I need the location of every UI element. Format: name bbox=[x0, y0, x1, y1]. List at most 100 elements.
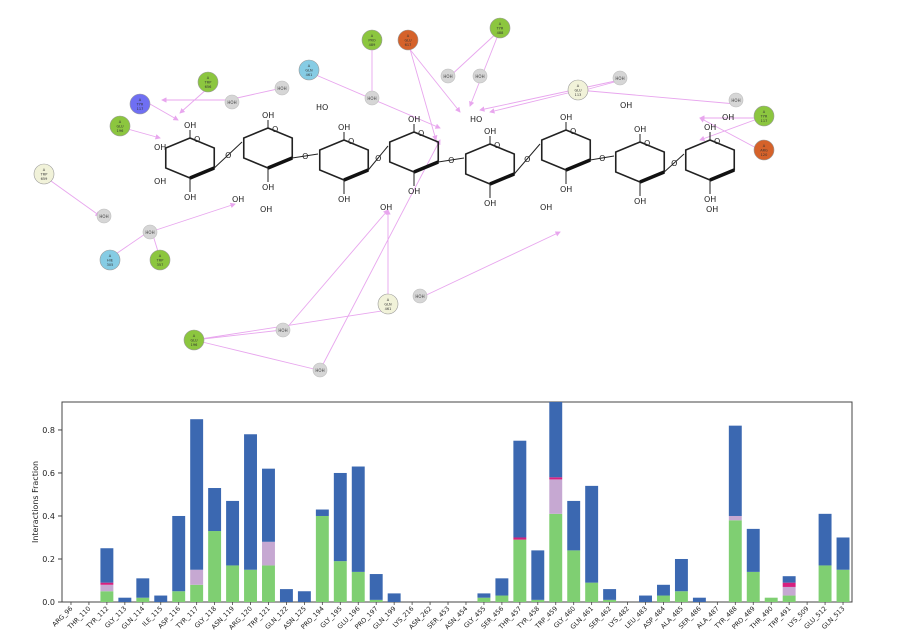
residue-name-label: GLU bbox=[404, 39, 411, 43]
residue-node bbox=[197, 71, 219, 93]
glycosidic-bond bbox=[513, 143, 541, 175]
bar-segment bbox=[190, 419, 204, 570]
hydroxyl-label: OH bbox=[560, 113, 572, 122]
residue-chain-label: A bbox=[499, 22, 502, 26]
residue-node bbox=[753, 105, 775, 127]
bar-segment bbox=[351, 571, 365, 602]
bar-segment bbox=[549, 477, 563, 480]
bar-segment bbox=[118, 597, 132, 602]
bar-segment bbox=[136, 578, 150, 598]
bar-segment bbox=[513, 537, 527, 540]
wedge-bond bbox=[489, 172, 515, 186]
bar-segment bbox=[513, 539, 527, 602]
hydroxyl-label: OH bbox=[262, 111, 274, 120]
wedge-bond bbox=[639, 170, 665, 184]
wedge-bond bbox=[413, 160, 439, 174]
residue-chain-label: A bbox=[763, 144, 766, 148]
residue-chain-label: A bbox=[577, 84, 580, 88]
y-tick-label: 0.2 bbox=[42, 555, 55, 564]
ring-oxygen-label: O bbox=[194, 135, 200, 144]
interaction-arrow bbox=[43, 175, 101, 217]
bar-segment bbox=[549, 479, 563, 514]
residue-name-label: GLU bbox=[190, 339, 197, 343]
bar-segment bbox=[100, 548, 114, 583]
glycosidic-oxygen-label: O bbox=[599, 154, 605, 163]
y-tick-label: 0.4 bbox=[42, 512, 55, 521]
residue-name-label: GLN bbox=[305, 69, 313, 73]
ring-oxygen-label: O bbox=[418, 129, 424, 138]
bar-segment bbox=[333, 472, 347, 562]
bar-segment bbox=[674, 558, 688, 592]
ligand-interaction-diagram: OOHOHOOOHOHOOOHOHOOOHOHOOOHOHOOOHOHOOOHO… bbox=[33, 17, 775, 378]
interaction-arrow bbox=[407, 41, 438, 141]
residue-number-label: 120 bbox=[761, 153, 768, 157]
interaction-arrow bbox=[193, 327, 283, 341]
water-node bbox=[142, 224, 158, 240]
residue-chain-label: A bbox=[109, 254, 112, 258]
residue-name-label: ARG bbox=[760, 149, 768, 153]
residue-number-label: 617 bbox=[405, 43, 412, 47]
residue-node bbox=[109, 115, 131, 137]
residue-number-label: 489 bbox=[369, 43, 376, 47]
water-label: HOH bbox=[145, 230, 154, 235]
water-node bbox=[96, 208, 112, 224]
water-label: HOH bbox=[415, 294, 424, 299]
hydroxyl-label: OH bbox=[560, 185, 572, 194]
substituent-label: OH bbox=[154, 143, 166, 152]
bar-segment bbox=[244, 569, 257, 602]
wedge-bond bbox=[709, 168, 735, 182]
water-node bbox=[472, 68, 488, 84]
bar-segment bbox=[262, 565, 275, 602]
residue-name-label: TYR bbox=[136, 103, 144, 107]
bar-segment bbox=[513, 440, 527, 538]
hydroxyl-label: OH bbox=[184, 193, 196, 202]
residue-name-label: TRP bbox=[204, 81, 212, 85]
residue-number-label: 196 bbox=[191, 343, 198, 347]
y-tick-label: 0.0 bbox=[42, 598, 55, 607]
residue-node bbox=[298, 59, 320, 81]
residue-name-label: GLU bbox=[574, 89, 581, 93]
glycosidic-bond bbox=[663, 153, 685, 173]
glycosidic-bond bbox=[367, 145, 389, 171]
interaction-arrow bbox=[699, 117, 761, 151]
residue-chain-label: A bbox=[387, 298, 390, 302]
bar-segment bbox=[746, 528, 760, 572]
water-label: HOH bbox=[315, 368, 324, 373]
residue-chain-label: A bbox=[371, 34, 374, 38]
residue-node bbox=[149, 249, 171, 271]
wedge-bond bbox=[189, 166, 215, 180]
interaction-arrow bbox=[319, 139, 441, 371]
residue-name-label: TYR bbox=[760, 115, 768, 119]
substituent-label: HO bbox=[316, 103, 328, 112]
glycosidic-oxygen-label: O bbox=[375, 154, 381, 163]
hydroxyl-label: OH bbox=[704, 195, 716, 204]
residue-number-label: 659 bbox=[41, 177, 48, 181]
residue-node bbox=[361, 29, 383, 51]
water-label: HOH bbox=[731, 98, 740, 103]
bar-segment bbox=[154, 595, 168, 602]
residue-node bbox=[567, 79, 589, 101]
residue-name-label: GLN bbox=[384, 303, 392, 307]
interaction-arrow bbox=[193, 339, 319, 372]
residue-number-label: 305 bbox=[107, 263, 114, 267]
residue-chain-label: A bbox=[119, 120, 122, 124]
residue-chain-label: A bbox=[763, 110, 766, 114]
hydroxyl-label: OH bbox=[262, 183, 274, 192]
water-label: HOH bbox=[227, 100, 236, 105]
substituent-label: OH bbox=[540, 203, 552, 212]
bar-segment bbox=[836, 537, 850, 570]
bar-segment bbox=[782, 586, 796, 596]
residue-node bbox=[489, 17, 511, 39]
water-node bbox=[412, 288, 428, 304]
interaction-arrow bbox=[403, 41, 461, 113]
ring-oxygen-label: O bbox=[272, 125, 278, 134]
bar-segment bbox=[244, 434, 257, 570]
residue-name-label: HIE bbox=[107, 259, 113, 263]
residue-number-label: 461 bbox=[385, 307, 392, 311]
substituent-label: OH bbox=[722, 113, 734, 122]
wedge-bond bbox=[343, 168, 369, 182]
interaction-arrow bbox=[479, 79, 621, 112]
bar-segment bbox=[692, 597, 706, 602]
ring-oxygen-label: O bbox=[644, 139, 650, 148]
